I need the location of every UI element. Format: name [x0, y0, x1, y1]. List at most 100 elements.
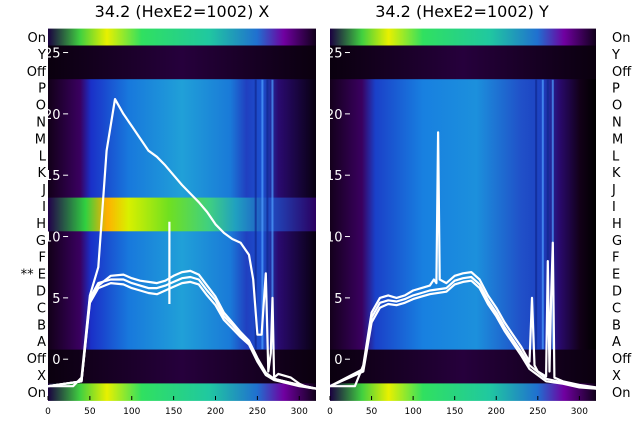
heatmap-row-d: [330, 282, 596, 300]
row-label: K: [37, 166, 46, 181]
y-tick-label: 15: [44, 169, 61, 184]
heatmap-row-j: [48, 180, 316, 199]
row-label: K: [612, 166, 621, 181]
row-label: On: [28, 386, 46, 401]
heatmap-row-f: [48, 248, 316, 266]
heatmap-row-y: [48, 45, 316, 63]
heatmap-stripe: [541, 79, 544, 350]
row-label: J: [611, 183, 616, 198]
series-line-3: [329, 279, 597, 390]
row-label: O: [612, 99, 622, 114]
x-tick-label: 150: [165, 407, 182, 417]
y-tick-label: 5: [334, 292, 342, 307]
heatmap-row-on: [330, 383, 596, 401]
row-label: G: [612, 234, 622, 249]
heatmap-row-b: [48, 315, 316, 334]
heatmap-row-on: [330, 28, 596, 47]
row-label: B: [37, 318, 46, 333]
x-tick-label: 50: [84, 407, 96, 417]
heatmap-row-m: [48, 129, 316, 148]
heatmap-row-o: [330, 96, 596, 114]
heatmap-stripe: [551, 79, 554, 350]
row-label: E: [612, 268, 620, 283]
heatmap-stripe: [261, 79, 264, 350]
row-label: N: [36, 116, 46, 131]
x-tick-label: 50: [366, 407, 378, 417]
heatmap-row-y: [330, 45, 596, 63]
y-tick-label: 0: [52, 353, 60, 368]
heatmap-stripe: [271, 79, 274, 350]
heatmap-row-p: [48, 79, 316, 97]
heatmap-row-i: [48, 197, 316, 216]
x-tick-label: 250: [529, 407, 546, 417]
heatmap-row-f: [330, 248, 596, 266]
y-tick-label: 5: [52, 292, 60, 307]
row-label: D: [612, 285, 622, 300]
heatmap-row-g: [330, 231, 596, 249]
chart-title: 34.2 (HexE2=1002) X: [95, 2, 270, 21]
x-tick-label: 100: [123, 407, 140, 417]
heatmap-row-c: [48, 298, 316, 317]
series-line-1: [330, 131, 597, 389]
chart-title: 34.2 (HexE2=1002) Y: [375, 2, 549, 21]
row-label: N: [612, 116, 622, 131]
heatmap-row-b: [330, 315, 596, 334]
row-label: M: [35, 132, 46, 147]
heatmap-row-m: [330, 129, 596, 148]
row-label: F: [39, 251, 46, 266]
row-label: D: [36, 285, 46, 300]
heatmap-row-h: [48, 214, 316, 232]
row-label: A: [37, 335, 46, 350]
series-line-3: [47, 280, 317, 390]
row-label: P: [612, 82, 620, 97]
y-tick-label: 20: [326, 108, 343, 123]
heatmap-row-k: [48, 163, 316, 182]
row-label: On: [612, 31, 630, 46]
row-label: X: [37, 369, 46, 384]
row-label: B: [612, 318, 621, 333]
heatmap-row-o: [48, 96, 316, 114]
heatmap-row-on: [48, 383, 316, 401]
y-tick-label: 10: [44, 231, 61, 246]
heatmap-row-l: [48, 146, 316, 165]
y-tick-label: 10: [326, 231, 343, 246]
y-tick-label: 20: [44, 108, 61, 123]
heatmap-row-n: [330, 113, 596, 131]
heatmap-row-x: [48, 366, 316, 385]
row-label: Off: [27, 65, 47, 80]
row-label: F: [612, 251, 619, 266]
heatmap-row-off: [330, 62, 596, 80]
x-tick-label: 0: [327, 407, 333, 417]
row-label: L: [39, 149, 47, 164]
row-label: Off: [612, 65, 632, 80]
heatmap-stripe: [546, 79, 549, 350]
row-label: I: [612, 200, 616, 215]
row-label: J: [41, 183, 46, 198]
heatmap-row-i: [330, 197, 596, 216]
row-label: Off: [612, 352, 632, 367]
heatmap-stripe: [535, 79, 538, 350]
heatmap-row-j: [330, 180, 596, 199]
row-label: A: [612, 335, 621, 350]
row-label: Y: [37, 48, 46, 63]
row-label: C: [37, 301, 46, 316]
x-tick-label: 250: [249, 407, 266, 417]
row-label: G: [36, 234, 46, 249]
y-tick-label: 15: [326, 169, 343, 184]
heatmap-stripe: [266, 79, 269, 350]
series-line-1: [48, 98, 317, 390]
x-tick-label: 300: [571, 407, 588, 417]
heatmap-row-c: [330, 298, 596, 317]
heatmap-row-on: [48, 28, 316, 47]
row-label: H: [612, 217, 622, 232]
row-label: H: [36, 217, 46, 232]
row-label: ** E: [21, 268, 46, 283]
heatmap-row-p: [330, 79, 596, 97]
y-tick-label: 25: [326, 47, 343, 62]
heatmap-row-x: [330, 366, 596, 385]
heatmap-row-n: [48, 113, 316, 131]
heatmap-row-l: [330, 146, 596, 165]
heatmap-stripe: [254, 79, 257, 350]
